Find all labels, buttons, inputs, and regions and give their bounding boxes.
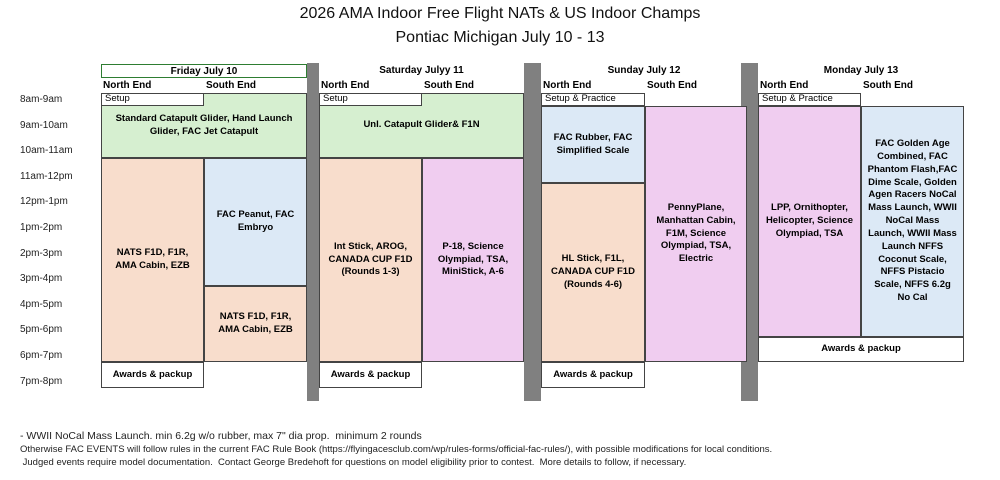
north-end-label: North End <box>760 80 809 91</box>
south-end-label: South End <box>863 80 913 91</box>
event-block: FAC Golden Age Combined, FAC Phantom Fla… <box>861 106 964 337</box>
time-label: 3pm-4pm <box>20 273 63 285</box>
event-block: Setup <box>319 93 422 106</box>
event-block: Setup <box>101 93 204 106</box>
time-label: 9am-10am <box>20 119 68 131</box>
time-label: 5pm-6pm <box>20 324 63 336</box>
event-block: NATS F1D, F1R, AMA Cabin, EZB <box>204 286 307 362</box>
event-block: FAC Rubber, FAC Simplified Scale <box>541 106 645 183</box>
event-block: Standard Catapult Glider, Hand Launch Gl… <box>101 93 307 158</box>
south-end-label: South End <box>206 80 256 91</box>
north-end-label: North End <box>543 80 592 91</box>
subtitle: Pontiac Michigan July 10 - 13 <box>395 29 605 46</box>
event-block: HL Stick, F1L, CANADA CUP F1D (Rounds 4-… <box>541 183 645 362</box>
north-end-label: North End <box>103 80 152 91</box>
day-header: Monday July 13 <box>823 65 899 76</box>
time-label: 11am-12pm <box>20 170 73 182</box>
event-block: PennyPlane, Manhattan Cabin, F1M, Scienc… <box>645 106 747 362</box>
footnote: Judged events require model documentatio… <box>20 457 687 468</box>
south-end-label: South End <box>647 80 697 91</box>
day-header: Saturday Julyy 11 <box>379 65 464 76</box>
event-block: Setup & Practice <box>541 93 645 106</box>
separator <box>307 63 319 401</box>
event-block: LPP, Ornithopter, Helicopter, Science Ol… <box>758 106 861 337</box>
separator <box>524 63 541 401</box>
time-label: 10am-11am <box>20 145 73 157</box>
footnote: - WWII NoCal Mass Launch. min 6.2g w/o r… <box>20 430 422 442</box>
time-label: 7pm-8pm <box>20 375 63 387</box>
event-block: Awards & packup <box>541 362 645 388</box>
day-header: Friday July 10 <box>101 64 307 78</box>
event-block: NATS F1D, F1R, AMA Cabin, EZB <box>101 158 204 362</box>
event-block: Awards & packup <box>758 337 964 362</box>
event-block: Int Stick, AROG, CANADA CUP F1D (Rounds … <box>319 158 422 362</box>
event-block: P-18, Science Olympiad, TSA, MiniStick, … <box>422 158 524 362</box>
time-label: 12pm-1pm <box>20 196 68 208</box>
time-label: 2pm-3pm <box>20 247 63 259</box>
time-label: 8am-9am <box>20 94 63 105</box>
time-label: 6pm-7pm <box>20 350 63 361</box>
north-end-label: North End <box>321 80 370 91</box>
south-end-label: South End <box>424 80 474 91</box>
event-block: Setup & Practice <box>758 93 861 106</box>
event-block: Awards & packup <box>101 362 204 388</box>
event-block: FAC Peanut, FAC Embryo <box>204 158 307 286</box>
footnote: Otherwise FAC EVENTS will follow rules i… <box>20 443 773 455</box>
event-block: Awards & packup <box>319 362 422 388</box>
day-header: Sunday July 12 <box>607 65 681 76</box>
time-label: 4pm-5pm <box>20 298 63 310</box>
title: 2026 AMA Indoor Free Flight NATs & US In… <box>299 5 701 22</box>
time-label: 1pm-2pm <box>20 222 63 233</box>
